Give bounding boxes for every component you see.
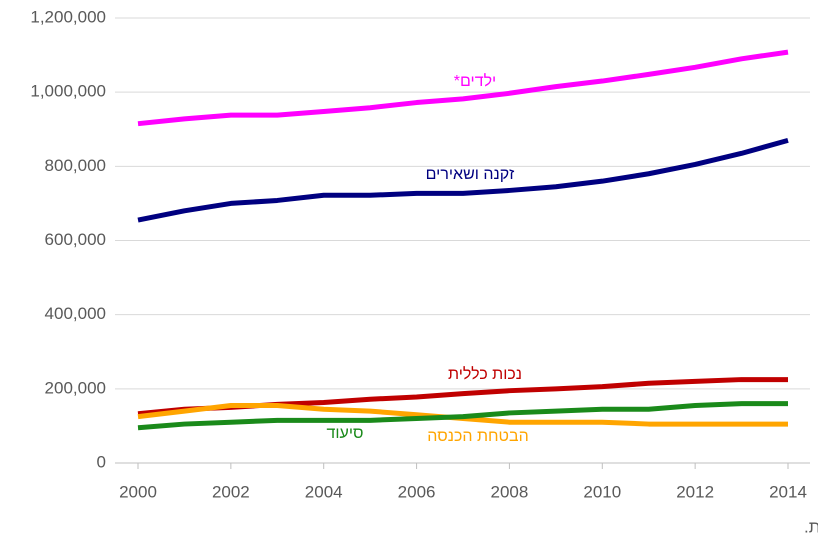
- x-tick-label: 2008: [491, 482, 529, 501]
- x-tick-label: 2010: [583, 482, 621, 501]
- line-series: [137, 49, 789, 127]
- y-tick-label: 400,000: [45, 304, 106, 323]
- x-tick-label: 2004: [305, 482, 343, 501]
- series-label: סיעוד: [327, 425, 364, 442]
- y-tick-label: 200,000: [45, 378, 106, 397]
- footnote: * משפחות.: [804, 517, 818, 536]
- y-tick-label: 0: [97, 452, 106, 471]
- line-series: [137, 137, 789, 223]
- x-tick-label: 2000: [119, 482, 157, 501]
- y-tick-label: 1,200,000: [30, 7, 106, 26]
- series-label: ילדים*: [454, 72, 496, 90]
- x-tick-label: 2012: [676, 482, 714, 501]
- line-series: [137, 377, 788, 417]
- x-tick-label: 2006: [398, 482, 436, 501]
- y-tick-label: 600,000: [45, 230, 106, 249]
- series-label: זקנה ושאירים: [426, 166, 515, 183]
- series-label: נכות כללית: [448, 365, 522, 383]
- x-tick-label: 2014: [769, 482, 807, 501]
- line-series: [137, 401, 788, 431]
- series-label: הבטחת הכנסה: [427, 428, 528, 445]
- y-tick-label: 1,000,000: [30, 82, 106, 101]
- x-tick-label: 2002: [212, 482, 250, 501]
- y-tick-label: 800,000: [45, 156, 106, 175]
